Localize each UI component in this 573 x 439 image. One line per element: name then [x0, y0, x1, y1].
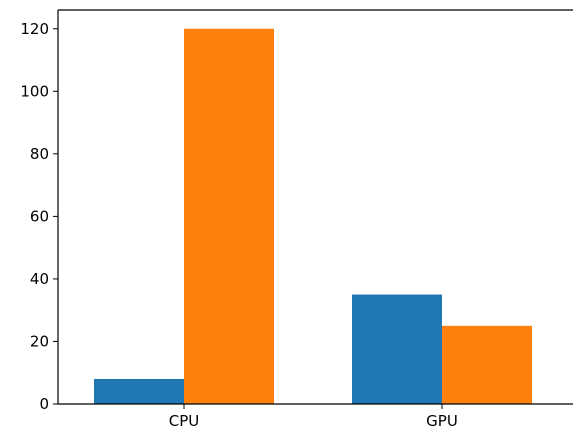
- axes-layer: 0 20 40 60 80 100 120 CPU GPU: [20, 9, 573, 430]
- y-tick-label: 60: [30, 207, 49, 225]
- y-tick-label: 0: [39, 395, 49, 413]
- y-tick-label: 120: [20, 20, 49, 38]
- x-tick-label-gpu: GPU: [426, 412, 458, 430]
- bar-gpu-series-2: [442, 325, 532, 404]
- bars-layer: [94, 28, 532, 405]
- y-tick-label: 100: [20, 82, 49, 100]
- bar-cpu-series-1: [94, 378, 184, 404]
- bar-cpu-series-2: [184, 28, 274, 405]
- y-tick-label: 20: [30, 332, 49, 350]
- y-tick-label: 40: [30, 270, 49, 288]
- x-tick-label-cpu: CPU: [169, 412, 200, 430]
- bar-gpu-series-1: [352, 294, 442, 404]
- y-tick-label: 80: [30, 145, 49, 163]
